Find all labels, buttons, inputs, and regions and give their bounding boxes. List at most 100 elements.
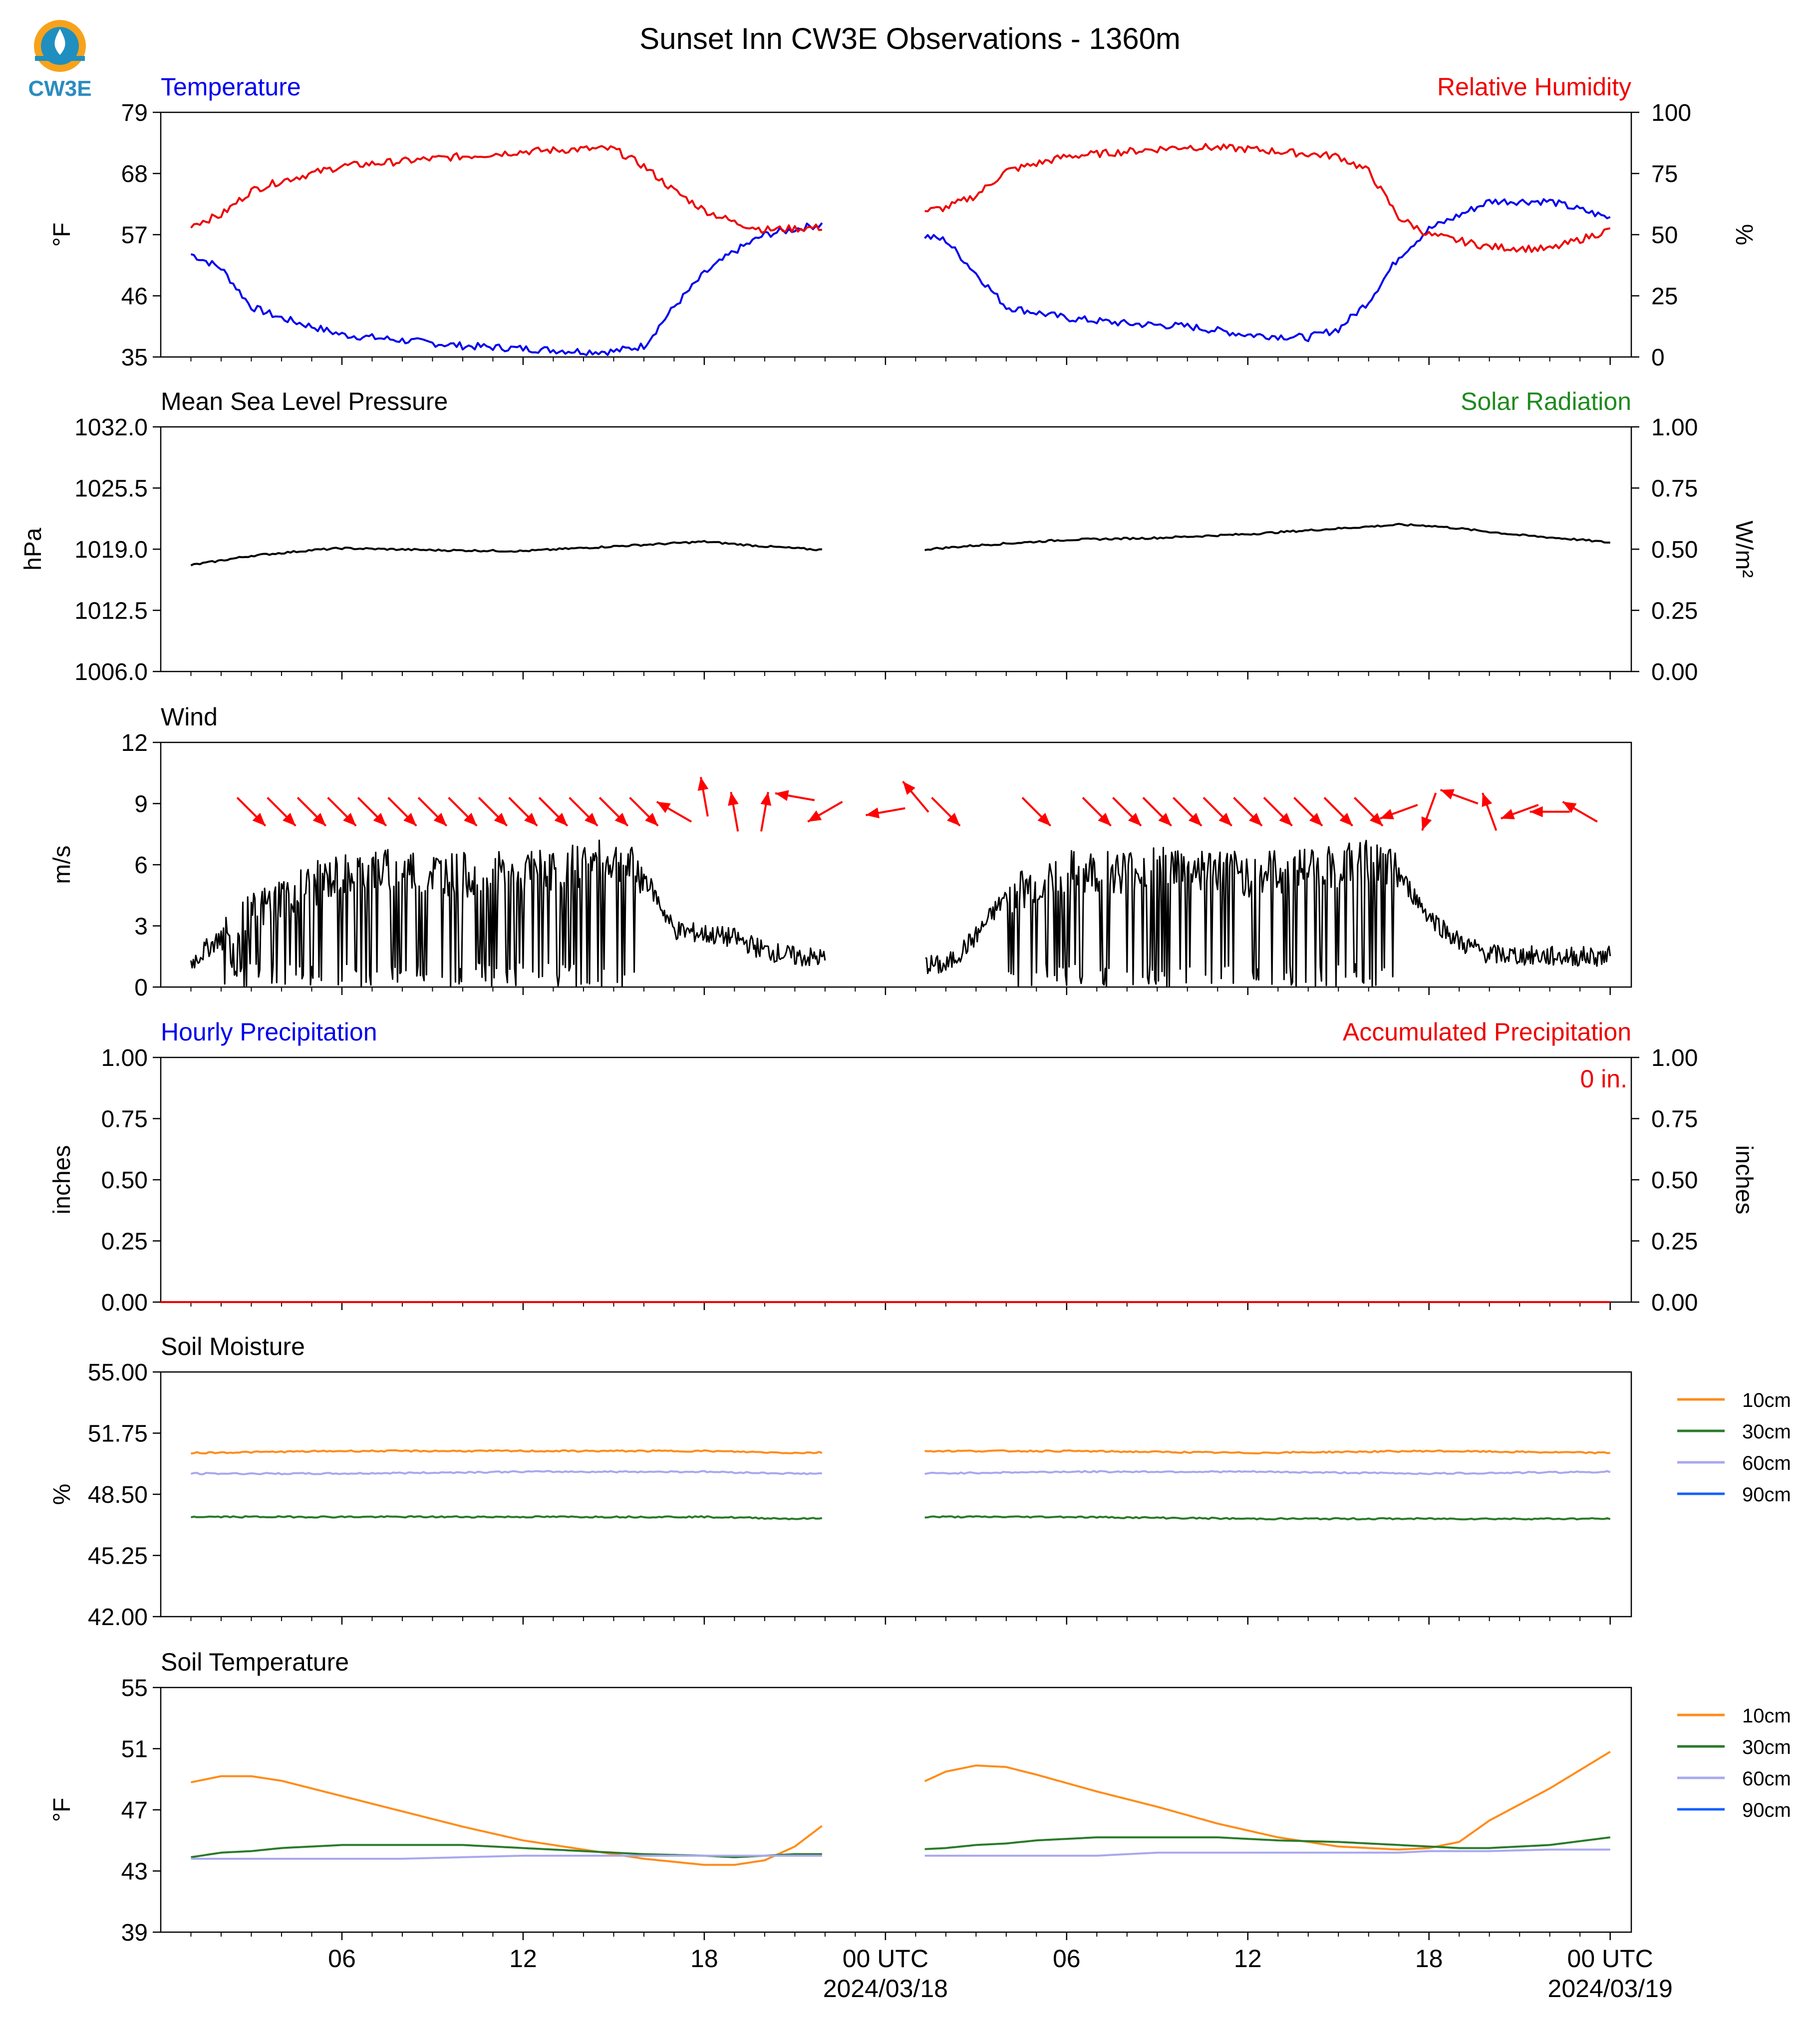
wind-direction-arrow [236,797,267,827]
x-tick-label: 18 [690,1945,718,1973]
wind-direction-arrow [1203,797,1232,827]
legend-label: 10cm [1742,1389,1791,1411]
legend-label: 30cm [1742,1736,1791,1758]
legend-label: 10cm [1742,1705,1791,1727]
wind-arrow-head [1128,812,1142,826]
wind-arrow-head [1188,812,1202,826]
y-tick-label-right: 0.25 [1651,1229,1698,1255]
y-tick-label-right: 0.00 [1651,659,1698,685]
y-tick-label: 1032.0 [74,414,148,441]
wind-arrow-head [1037,812,1051,826]
panel-wind: 12 9 6 3 0 m/s Wind [49,703,1632,1001]
wind-arrow-head [614,812,628,826]
y-tick-label: 45.25 [88,1543,148,1570]
y-tick-label-right: 75 [1651,161,1678,188]
wind-direction-arrow [569,797,599,827]
wind-direction-arrow [1529,806,1570,817]
y-tick-label: 79 [121,100,148,126]
y-tick-label: 1025.5 [74,476,148,502]
wind-arrow-head [312,812,326,826]
wind-direction-arrow [1440,789,1479,805]
legend-label: 60cm [1742,1768,1791,1790]
wind-arrow-head [403,812,417,826]
y-tick-label-right: 0.50 [1651,537,1698,563]
y-tick-label-right: 0.00 [1651,1290,1698,1316]
y-tick-label: 1006.0 [74,659,148,685]
x-tick-label: 12 [1234,1945,1262,1973]
x-date-label: 2024/03/18 [823,1975,948,2003]
wind-direction-arrow [297,797,327,827]
wind-arrow-head [645,812,658,826]
wind-direction-arrow [1354,797,1384,827]
wind-arrow-head [464,812,477,826]
y-axis-label-right: % [1731,224,1757,246]
wind-arrow-head [697,777,709,791]
y-tick-label-right: 0.25 [1651,598,1698,625]
y-tick-label: 55.00 [88,1359,148,1386]
accumulated-annotation: 0 in. [1580,1065,1627,1093]
panel-title-left: Mean Sea Level Pressure [161,387,448,415]
wind-arrow-head [1279,812,1292,826]
logo-wave [35,56,85,61]
y-tick-label: 35 [121,344,148,371]
wind-arrow-head [808,810,822,822]
y-tick-label: 68 [121,161,148,188]
wind-direction-arrow [728,792,739,832]
y-tick-label: 6 [134,852,148,879]
wind-arrow-head [1098,812,1111,826]
wind-arrow-head [554,812,568,826]
y-tick-label-right: 50 [1651,222,1678,249]
series-line-60cm [191,1470,1611,1475]
wind-arrow-head [1309,812,1323,826]
series-line-temperature [190,198,1611,356]
wind-direction-arrow [1562,801,1598,823]
wind-direction-arrow [1293,797,1323,827]
wind-direction-arrow [599,797,629,827]
logo-text: CW3E [28,76,91,101]
y-tick-label: 0.25 [101,1229,148,1255]
wind-direction-arrow [387,797,417,827]
y-tick-label-right: 0.75 [1651,1106,1698,1133]
wind-direction-arrow [1233,797,1263,827]
wind-direction-arrow [775,790,815,801]
wind-direction-arrow [1142,797,1172,827]
y-tick-label: 48.50 [88,1482,148,1508]
y-tick-label-right: 1.00 [1651,414,1698,441]
series-line-mean-sea-level-pressure [190,523,1610,567]
x-tick-label: 00 UTC [1567,1945,1653,1973]
wind-arrow-head [1562,801,1577,813]
y-tick-label: 12 [121,730,148,756]
panel-title-left: Soil Moisture [161,1333,305,1360]
wind-arrow-head [866,807,880,819]
wind-direction-arrow [448,797,478,827]
wind-arrow-head [433,812,447,826]
wind-arrow-head [1501,809,1515,819]
series-line-60cm [191,1848,1610,1860]
y-tick-label: 57 [121,222,148,249]
panel-soil_moisture: 55.00 51.75 48.50 45.25 42.00% Soil Moisture 1… [49,1333,1791,1631]
wind-direction-arrow [1323,797,1353,827]
wind-direction-arrow [417,797,448,827]
y-tick-label-right: 0.50 [1651,1167,1698,1194]
wind-arrow-head [283,812,296,826]
series-line-30cm [191,1836,1610,1858]
y-tick-label: 3 [134,914,148,940]
y-tick-label: 9 [134,791,148,818]
wind-direction-arrow [931,797,961,827]
panel-soil_temperature: 55 51 47 43 39 °F Soil Temperature 10cm 30cm 60cm… [49,1648,1791,1946]
plot-frame [160,1371,1632,1618]
y-axis-label-right: inches [1731,1145,1757,1215]
wind-direction-arrow [1021,797,1051,827]
y-tick-label-right: 0 [1651,344,1665,371]
wind-arrow-head [1482,793,1493,807]
series-line-relative-humidity [190,143,1611,253]
y-tick-label: 0.00 [101,1290,148,1316]
plot-frame [160,1056,1632,1303]
wind-direction-arrow [902,780,929,813]
legend-label: 60cm [1742,1452,1791,1474]
x-tick-label: 12 [509,1945,537,1973]
wind-direction-arrow [1082,797,1112,827]
wind-arrow-head [585,812,598,826]
logo-water-drop-icon [54,29,65,55]
